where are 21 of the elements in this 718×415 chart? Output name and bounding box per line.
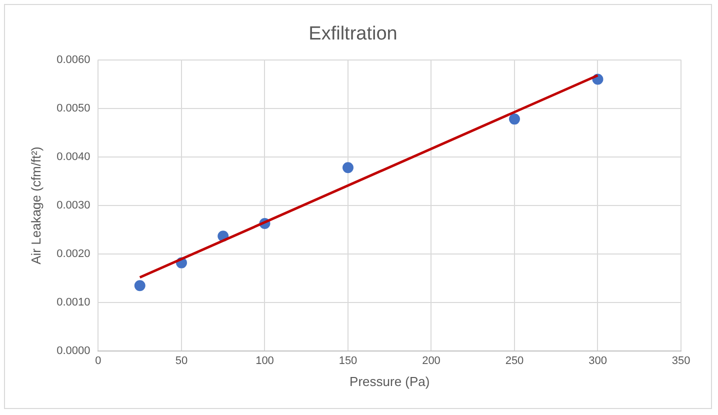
y-tick-label: 0.0010: [56, 296, 90, 309]
y-tick-label: 0.0040: [56, 150, 90, 163]
x-tick-label: 0: [95, 354, 102, 367]
x-tick-label: 100: [256, 354, 274, 367]
x-tick-label: 250: [505, 354, 524, 367]
point: [509, 114, 520, 125]
x-axis-title: Pressure (Pa): [350, 374, 430, 389]
chart-title: Exfiltration: [308, 24, 398, 45]
x-tick-label: 200: [422, 354, 440, 367]
y-tick-label: 0.0060: [56, 54, 90, 66]
y-tick-label: 0.0030: [56, 200, 90, 212]
x-tick-label: 50: [175, 354, 188, 367]
y-tick-label: 0.0050: [56, 102, 90, 114]
y-tick-label: 0.0000: [56, 345, 90, 358]
x-tick-label: 150: [338, 354, 358, 367]
x-tick-label: 300: [588, 354, 607, 367]
point: [342, 162, 354, 174]
x-tick-label: 350: [672, 354, 690, 367]
y-axis-title: Air Leakage (cfm/ft²): [28, 146, 44, 264]
point: [134, 280, 146, 292]
y-tick-label: 0.0020: [56, 248, 90, 260]
